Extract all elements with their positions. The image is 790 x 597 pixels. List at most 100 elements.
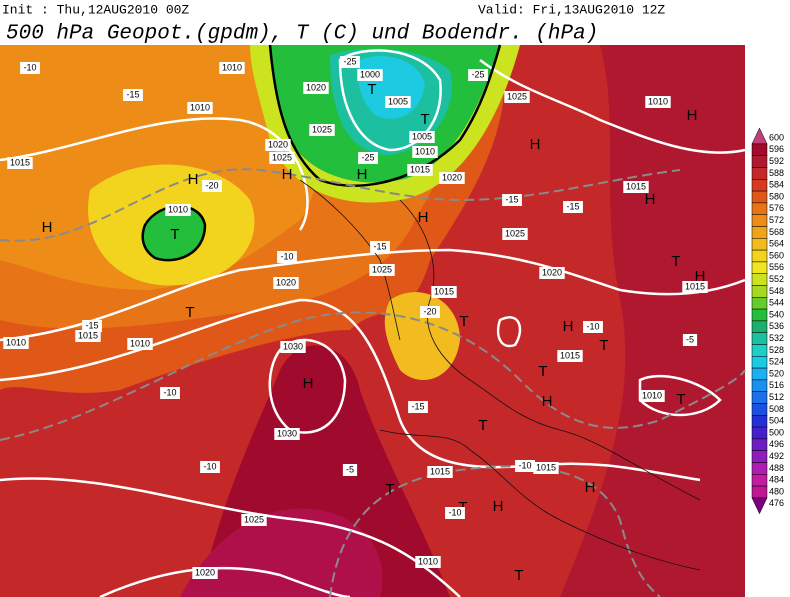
colorbar-swatch: [751, 179, 768, 192]
contour-label: 1020: [276, 277, 296, 287]
pressure-center: H: [530, 136, 541, 153]
isotherm: [0, 311, 746, 441]
colorbar-swatch: [751, 426, 768, 440]
pressure-center: H: [418, 209, 429, 226]
map-title: 500 hPa Geopot.(gpdm), T (C) und Bodendr…: [6, 23, 598, 46]
isobar: [496, 316, 522, 348]
colorbar-label: 600: [769, 132, 784, 142]
label-box: [502, 194, 522, 206]
valid-text: Valid: Fri,13AUG2010 12Z: [478, 2, 665, 17]
label-box: [412, 146, 438, 158]
colorbar-label: 532: [769, 333, 784, 343]
contour-label: -15: [126, 89, 139, 99]
colorbar-swatch: [751, 249, 768, 263]
label-box: [533, 462, 559, 474]
pressure-center: T: [599, 337, 608, 354]
init-text: Init : Thu,12AUG2010 00Z: [2, 2, 189, 17]
label-box: [82, 320, 102, 332]
label-box: [639, 390, 665, 402]
coastlines: [299, 179, 701, 571]
contour-label: -10: [203, 461, 216, 471]
label-box: [192, 567, 218, 579]
contour-label: 1025: [312, 124, 332, 134]
colorbar-label: 588: [769, 168, 784, 178]
contour-label: 1015: [78, 330, 98, 340]
label-box: [160, 387, 180, 399]
contour-label: 1015: [626, 181, 646, 191]
contour: [268, 44, 502, 187]
label-box: [7, 157, 33, 169]
contour-label: 1025: [272, 152, 292, 162]
label-box: [369, 264, 395, 276]
colorbar-swatch: [751, 214, 768, 227]
contour-label: -25: [471, 69, 484, 79]
contour-label: -15: [566, 201, 579, 211]
label-box: [420, 306, 440, 318]
pressure-center: T: [420, 111, 429, 128]
colorbar-label: 592: [769, 156, 784, 166]
coastline: [299, 179, 401, 341]
colorbar-label: 564: [769, 239, 784, 249]
contour-label: 1025: [505, 228, 525, 238]
colorbar-swatch: [751, 143, 768, 156]
contour-label: 1015: [410, 164, 430, 174]
contour-label: -15: [411, 401, 424, 411]
contour-label: 1030: [277, 428, 297, 438]
colorbar-swatch: [751, 344, 768, 357]
colorbar-label: 516: [769, 380, 784, 390]
contour-label: 1025: [244, 514, 264, 524]
contour-label: 1020: [542, 267, 562, 277]
label-box: [340, 56, 360, 68]
colorbar-label: 524: [769, 357, 784, 367]
label-box: [415, 556, 441, 568]
label-box: [187, 102, 213, 114]
contour-label: 1015: [10, 157, 30, 167]
label-box: [557, 350, 583, 362]
colorbar-label: 584: [769, 180, 784, 190]
contour-label: 1015: [536, 462, 556, 472]
colorbar-label: 492: [769, 451, 784, 461]
contour-label: 1010: [418, 556, 438, 566]
contour-label: -5: [686, 334, 694, 344]
colorbar-cap: [751, 127, 768, 145]
pressure-center: H: [42, 219, 53, 236]
colorbar-swatch: [751, 297, 768, 310]
label-box: [427, 466, 453, 478]
label-box: [277, 251, 297, 263]
colorbar-label: 596: [769, 144, 784, 154]
colorbar-swatch: [751, 155, 768, 168]
contour-label: 1020: [195, 567, 215, 577]
colorbar-swatch: [751, 285, 768, 298]
pressure-center: H: [303, 375, 314, 392]
colorbar-swatch: [751, 367, 768, 381]
colorbar-label: 576: [769, 203, 784, 213]
isobar: [0, 298, 701, 482]
contour-label: -10: [23, 62, 36, 72]
colorbar-label: 548: [769, 286, 784, 296]
pressure-center: T: [538, 363, 547, 380]
label-box: [127, 338, 153, 350]
contour-label: 1015: [560, 350, 580, 360]
label-box: [309, 124, 335, 136]
colorbar-swatch: [751, 202, 768, 215]
contour-label: -5: [346, 464, 354, 474]
colorbar-swatch: [751, 261, 768, 274]
contour-label: 1000: [360, 69, 380, 79]
colorbar-label: 556: [769, 262, 784, 272]
colorbar-swatch: [751, 308, 768, 322]
colorbar-label: 580: [769, 191, 784, 201]
colorbar-label: 512: [769, 392, 784, 402]
contour-label: -10: [163, 387, 176, 397]
contour-label: 1030: [283, 341, 303, 351]
pressure-center: T: [478, 417, 487, 434]
label-box: [3, 337, 29, 349]
contour-label: -20: [423, 306, 436, 316]
isobar: [338, 49, 442, 152]
contour-label: -20: [205, 180, 218, 190]
label-box: [303, 82, 329, 94]
field-green-cell: [142, 206, 205, 261]
colorbar-label: 544: [769, 298, 784, 308]
contour-label: 1005: [412, 131, 432, 141]
